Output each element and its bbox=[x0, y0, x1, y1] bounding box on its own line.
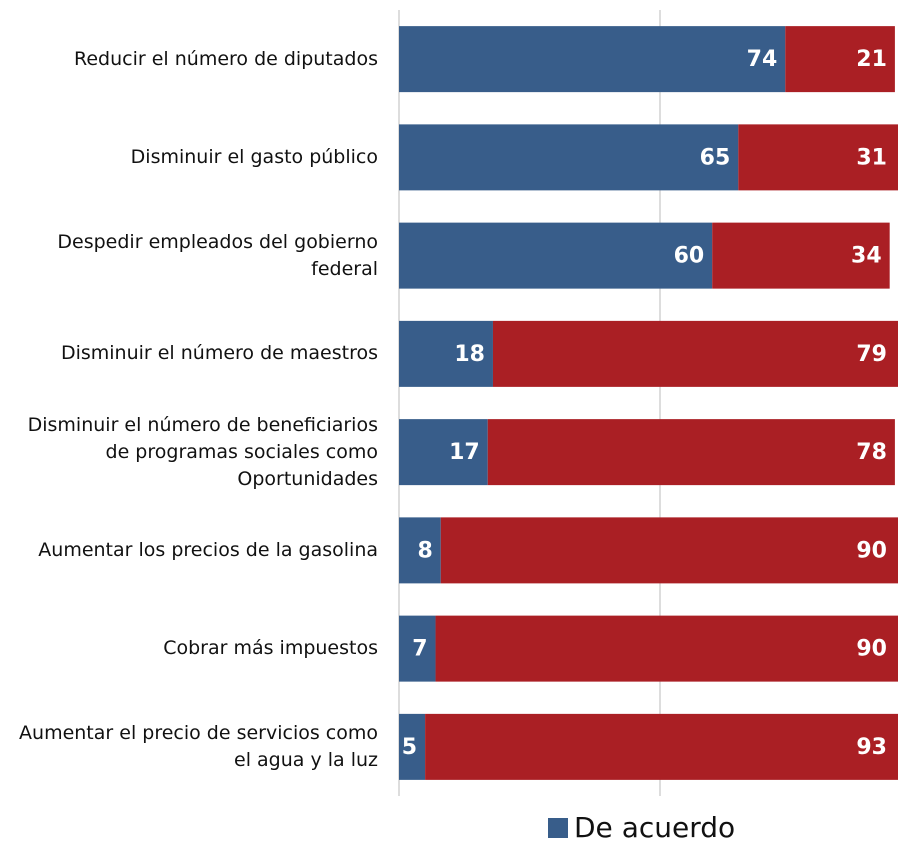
data-label: 74 bbox=[747, 47, 778, 72]
bar-segment bbox=[399, 222, 713, 289]
data-label: 90 bbox=[856, 637, 887, 662]
category-label: Cobrar más impuestos bbox=[163, 637, 378, 660]
bar-segment bbox=[487, 419, 895, 486]
data-label: 90 bbox=[856, 538, 887, 563]
category-label: Disminuir el gasto público bbox=[130, 145, 378, 168]
bar-segment bbox=[440, 517, 898, 584]
bar-segment bbox=[399, 615, 436, 682]
legend-swatch bbox=[548, 818, 568, 838]
data-label: 18 bbox=[454, 342, 485, 367]
category-label: Aumentar el precio de servicios como el … bbox=[19, 721, 378, 771]
legend-label: De acuerdo bbox=[574, 811, 735, 841]
bar-segment bbox=[425, 713, 898, 780]
category-label: Despedir empleados del gobierno federal bbox=[57, 230, 378, 280]
data-label: 93 bbox=[856, 735, 887, 760]
bar-segment bbox=[492, 320, 898, 387]
data-label: 17 bbox=[449, 440, 480, 465]
category-label: Disminuir el número de maestros bbox=[60, 342, 378, 365]
bar-segment bbox=[435, 615, 898, 682]
data-label: 34 bbox=[851, 244, 882, 269]
data-label: 65 bbox=[700, 145, 731, 170]
category-label: Disminuir el número de beneficiarios de … bbox=[27, 413, 378, 490]
data-label: 31 bbox=[856, 145, 887, 170]
data-label: 60 bbox=[674, 244, 705, 269]
bar-segment bbox=[738, 124, 898, 191]
bar-segment bbox=[785, 26, 895, 93]
data-label: 79 bbox=[856, 342, 887, 367]
bar-segment bbox=[399, 26, 786, 93]
bar-segment bbox=[712, 222, 890, 289]
data-label: 21 bbox=[856, 47, 887, 72]
data-label: 78 bbox=[856, 440, 887, 465]
bar-segment bbox=[399, 517, 441, 584]
data-label: 7 bbox=[412, 637, 427, 662]
bar-segment bbox=[399, 320, 493, 387]
data-label: 8 bbox=[417, 538, 432, 563]
data-label: 5 bbox=[402, 735, 417, 760]
bar-segment bbox=[399, 713, 426, 780]
bar-segment bbox=[399, 419, 488, 486]
bar-segment bbox=[399, 124, 739, 191]
category-label: Reducir el número de diputados bbox=[74, 47, 378, 70]
category-label: Aumentar los precios de la gasolina bbox=[38, 538, 378, 561]
